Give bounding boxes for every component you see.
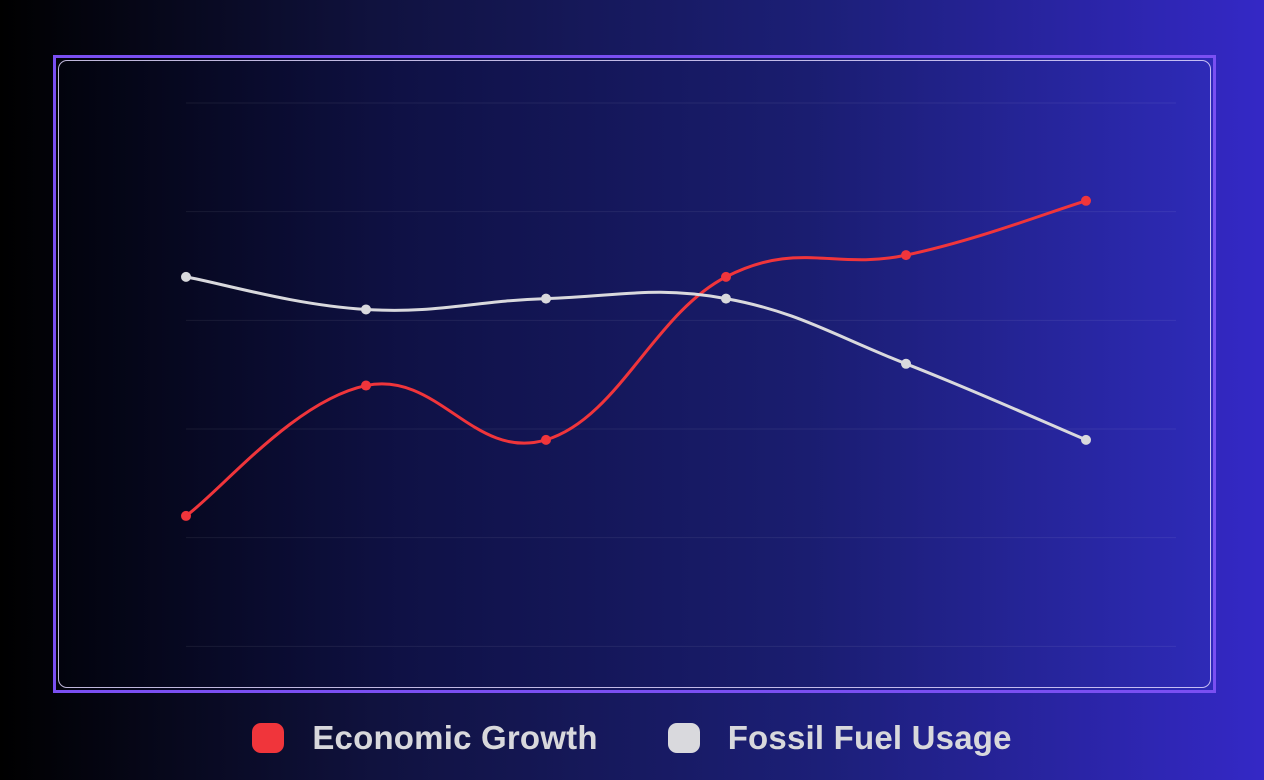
data-point-fossil-fuel-usage-5 [901, 358, 911, 369]
series-line-economic-growth [184, 199, 1088, 518]
data-point-economic-growth-3 [541, 434, 551, 445]
grid-lines [186, 102, 1176, 647]
data-point-fossil-fuel-usage-4 [721, 293, 731, 304]
series-lines [184, 199, 1088, 518]
legend: Economic Growth Fossil Fuel Usage [0, 712, 1264, 764]
data-point-fossil-fuel-usage-3 [541, 293, 551, 304]
legend-item-fossil-fuel-usage: Fossil Fuel Usage [667, 719, 1012, 757]
data-point-fossil-fuel-usage-2 [361, 304, 371, 315]
legend-swatch-economic-growth [252, 723, 285, 753]
series-line-fossil-fuel-usage [184, 275, 1088, 442]
series-points [181, 195, 1091, 521]
data-point-fossil-fuel-usage-6 [1081, 434, 1091, 445]
legend-label-fossil-fuel-usage: Fossil Fuel Usage [727, 719, 1012, 756]
legend-swatch-fossil-fuel-usage [667, 723, 700, 753]
data-point-economic-growth-6 [1081, 195, 1091, 206]
chart-frame [53, 55, 1216, 693]
data-point-economic-growth-5 [901, 250, 911, 261]
legend-label-economic-growth: Economic Growth [312, 719, 598, 756]
data-point-fossil-fuel-usage-1 [181, 271, 191, 282]
data-point-economic-growth-4 [721, 271, 731, 282]
legend-item-economic-growth: Economic Growth [252, 719, 597, 757]
data-point-economic-growth-1 [181, 510, 191, 521]
data-point-economic-growth-2 [361, 380, 371, 391]
